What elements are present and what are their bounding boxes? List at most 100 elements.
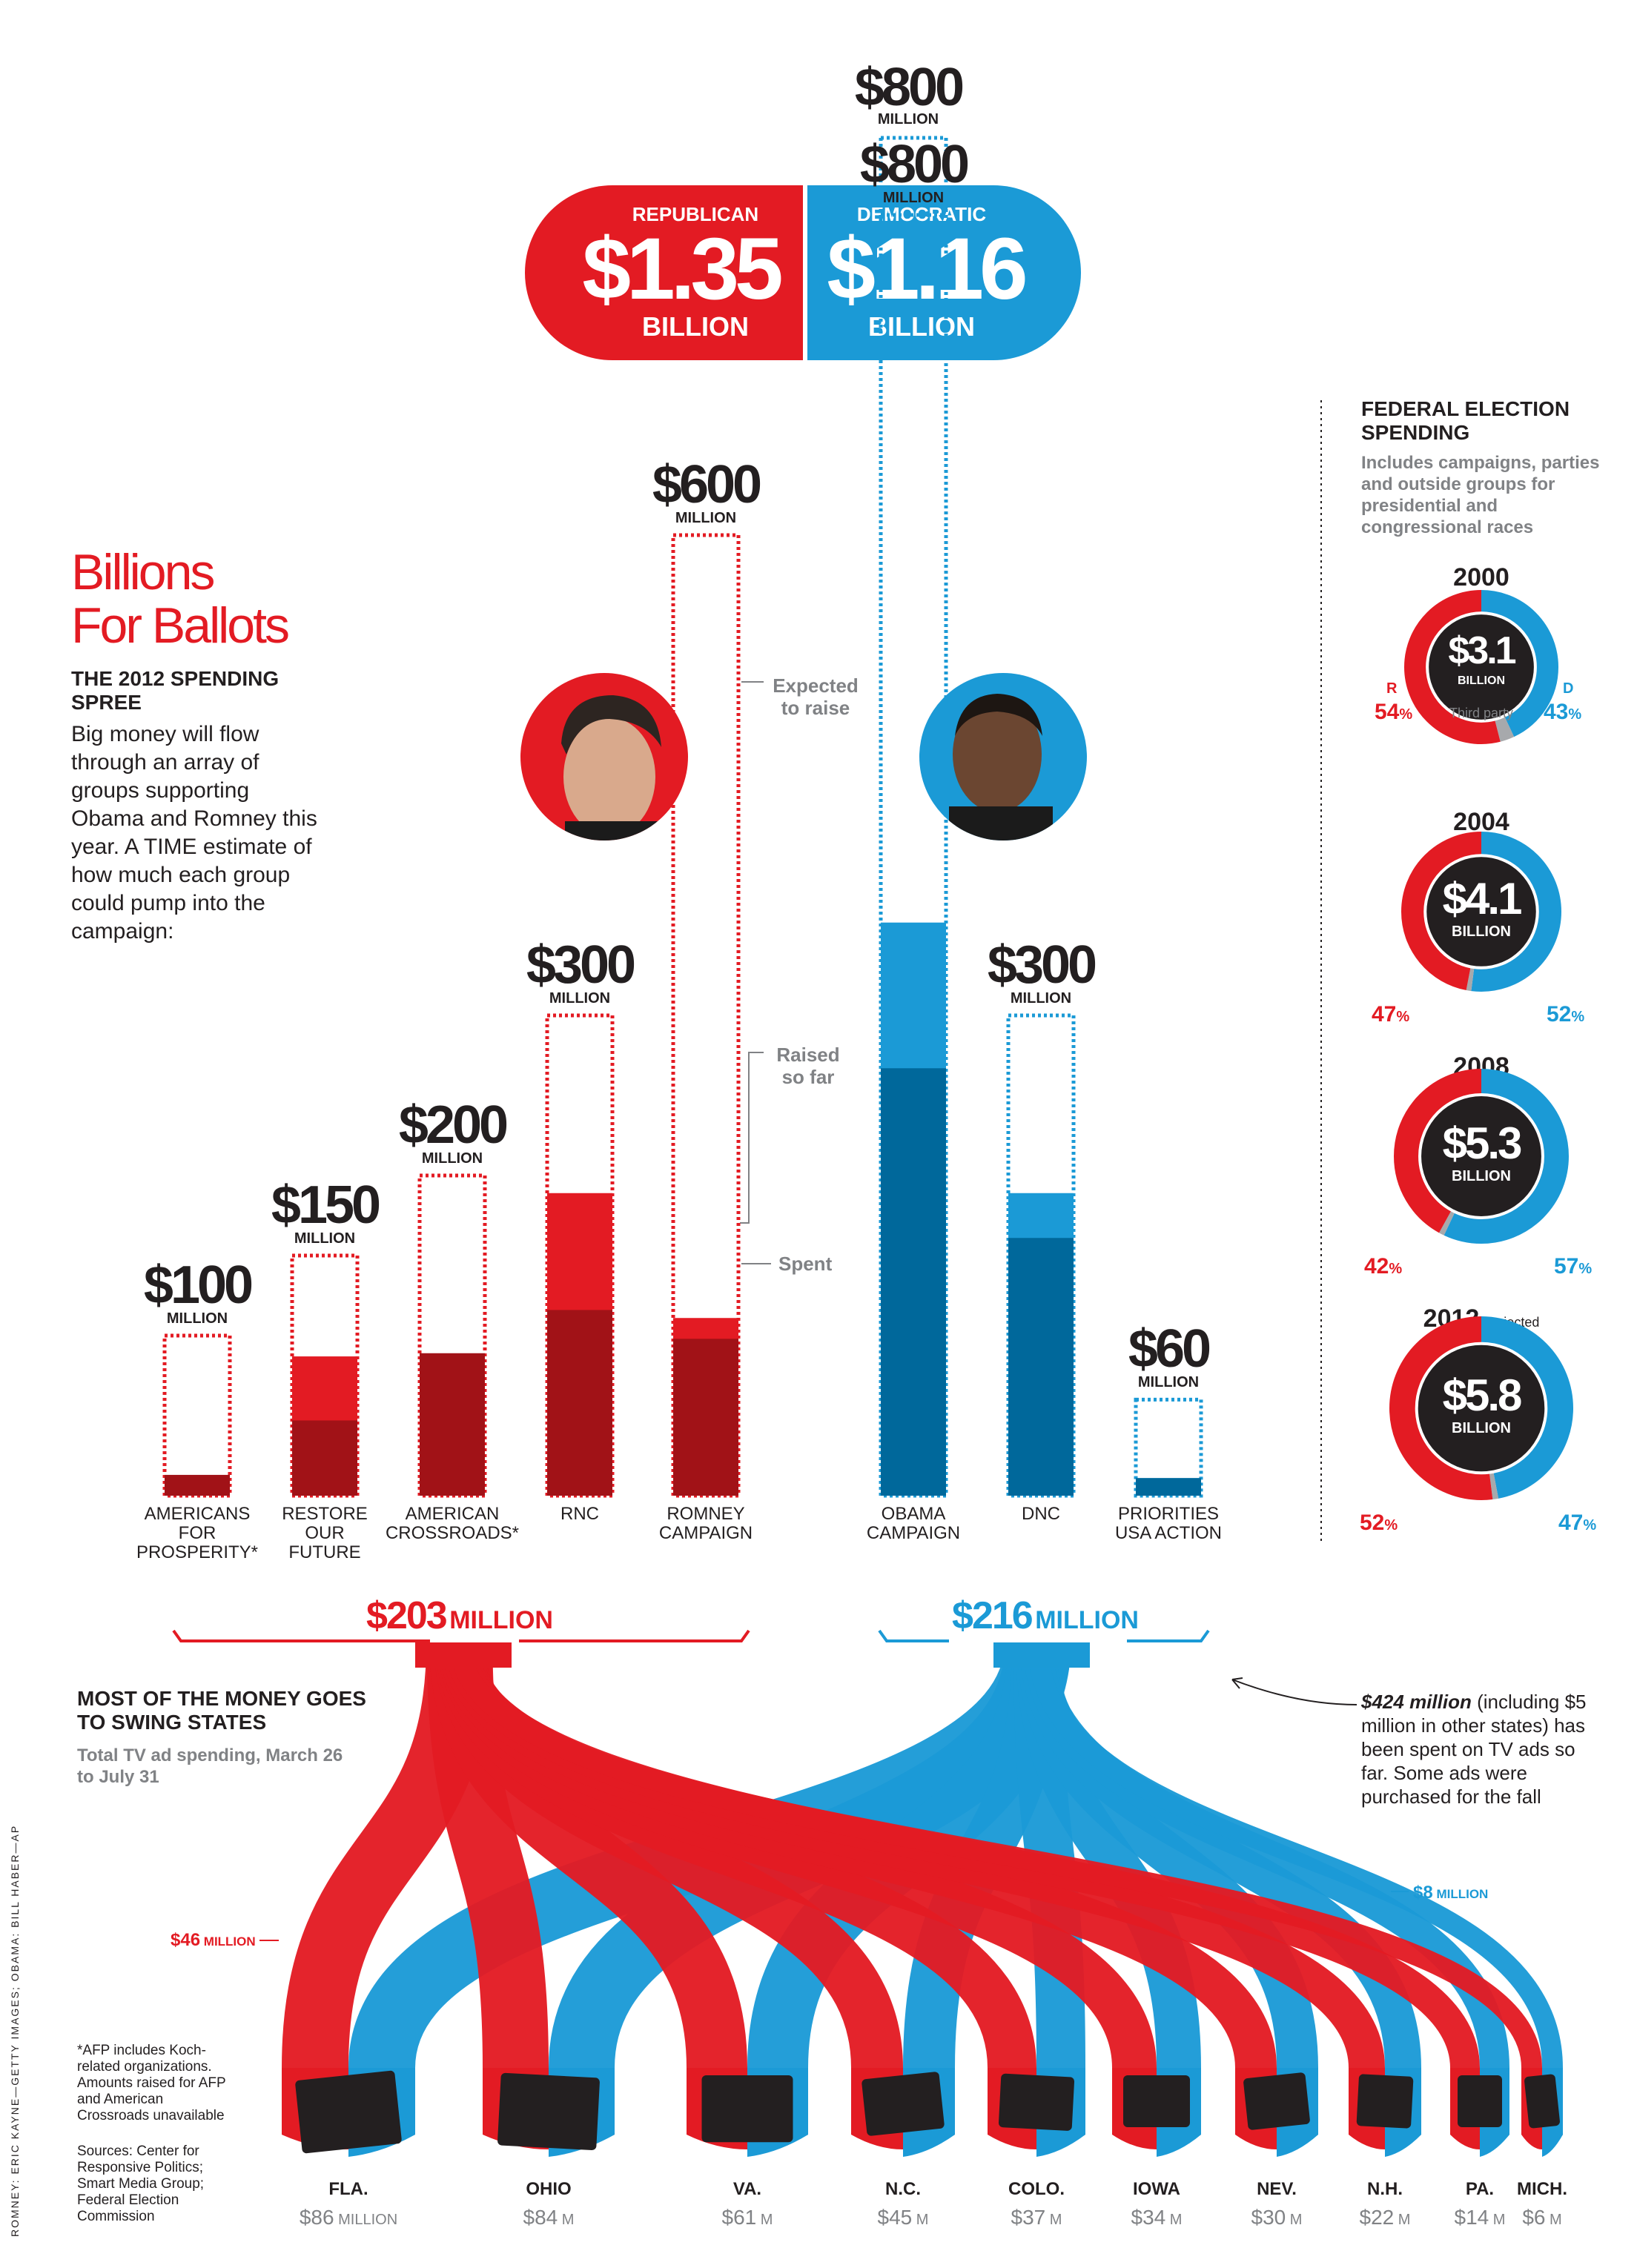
party-totals-pill: REPUBLICAN $1.35 BILLION DEMOCRATIC $1.1… [525, 185, 1081, 360]
bar-expected-amount-text-1: $150 [271, 1176, 381, 1235]
legend-connectors [740, 681, 771, 1264]
bar-category-line: RNC [560, 1504, 599, 1524]
title-line-1: Billions [71, 544, 215, 600]
swing-heading: MOST OF THE MONEY GOES TO SWING STATES [77, 1687, 366, 1734]
intro-body: Big money will flow through an array of … [71, 722, 317, 944]
state-value-5: $34 M [1075, 2206, 1238, 2229]
state-value-unit: MILLION [334, 2212, 398, 2228]
donut-segment-2 [1389, 1316, 1573, 1500]
state-silhouette-6 [1243, 2072, 1310, 2130]
state-value-amount: $86 [299, 2206, 334, 2229]
state-value-amount: $45 [877, 2206, 913, 2229]
state-value-unit: M [1165, 2212, 1183, 2228]
state-value-3: $45 M [821, 2206, 985, 2229]
flow-rep-9 [449, 1642, 1542, 2069]
bar-spent-0 [165, 1474, 230, 1496]
bar-category-1: RESTORE OUR FUTURE [243, 1505, 406, 1562]
state-name-3: N.C. [885, 2179, 921, 2199]
state-value-9: $6 M [1461, 2206, 1624, 2229]
pct-value: 43 [1544, 700, 1569, 724]
republican-label: REPUBLICAN [632, 203, 759, 225]
dem-trunk [993, 1642, 1090, 1668]
donut-third-label: Third party [1449, 706, 1514, 720]
bar-category-7: PRIORITIES USA ACTION [1087, 1505, 1250, 1543]
state-value-2: $61 M [666, 2206, 829, 2229]
state-value-7: $22 M [1303, 2206, 1466, 2229]
photo-credits: ROMNEY: ERIC KAYNE—GETTY IMAGES; OBAMA: … [9, 1824, 21, 2237]
democratic-unit: BILLION [868, 311, 975, 342]
rep-trunk [415, 1642, 512, 1668]
state-value-amount: $61 [721, 2206, 757, 2229]
state-value-unit: M [756, 2212, 773, 2228]
bar-category-line: ROMNEY [667, 1504, 745, 1524]
donut-total-1: $4.1 [1442, 874, 1523, 924]
democratic-swing-total: $216 MILLION [952, 1594, 1139, 1637]
republican-swing-total: $203 MILLION [366, 1594, 553, 1637]
state-name-0: FLA. [328, 2179, 368, 2199]
state-value-unit: M [912, 2212, 929, 2228]
bar-category-line: AMERICAN [405, 1504, 500, 1524]
page-title: Billions For Ballots [71, 544, 290, 652]
bar-category-line: PRIORITIES [1117, 1504, 1220, 1524]
pct-value: 42 [1364, 1254, 1389, 1279]
donut-segment-2 [1401, 832, 1561, 992]
bar-expected-amount-5: $800 [839, 138, 988, 191]
bar-category-line: AMERICANS [144, 1504, 251, 1524]
intro-subhead: THE 2012 SPENDING SPREE [71, 667, 280, 714]
bar-expected-amount-text-6: $300 [987, 935, 1097, 995]
bar-expected-unit-7: MILLION [1137, 1374, 1200, 1391]
state-value-unit: M [1394, 2212, 1411, 2228]
bar-expected-unit-1: MILLION [294, 1230, 356, 1247]
state-value-amount: $22 [1359, 2206, 1395, 2229]
bar-expected-amount-text-7: $60 [1128, 1319, 1211, 1379]
state-value-8: $14 M [1398, 2206, 1561, 2229]
state-value-unit: M [1489, 2212, 1506, 2228]
pct-sign: % [1583, 1517, 1597, 1533]
bar-category-0: AMERICANS FOR PROSPERITY* [116, 1505, 279, 1562]
legend-raised: Raised so far [776, 1044, 840, 1088]
bar-expected-unit-4: MILLION [675, 510, 737, 526]
fla-rep-annotation: $46 MILLION [171, 1930, 256, 1950]
bar-spent-4 [673, 1339, 738, 1496]
bar-expected-amount-text-0: $100 [143, 1256, 254, 1315]
side-divider [1320, 400, 1322, 1542]
donut-chart-3 [1389, 1316, 1573, 1500]
bar-category-4: ROMNEY CAMPAIGN [624, 1505, 787, 1543]
state-value-amount: $37 [1011, 2206, 1046, 2229]
flow-dem-9 [1028, 1642, 1563, 2069]
donut-segment-2 [1393, 1068, 1570, 1244]
donut-center [1421, 1096, 1541, 1216]
total-brackets [172, 1629, 1210, 1642]
republican-pill [525, 185, 803, 360]
pct-value: 47 [1558, 1511, 1584, 1535]
state-value-unit: M [1286, 2212, 1303, 2228]
swing-callout: $424 million (including $5 million in ot… [1361, 1691, 1587, 1808]
donut-unit-2: BILLION [1452, 1168, 1511, 1184]
pct-value: 47 [1372, 1002, 1397, 1027]
legend-expected: Expected to raise [773, 674, 859, 719]
donut-center [1426, 857, 1536, 966]
donut-r-pct-3: 52% [1360, 1511, 1419, 1536]
bar-expected-unit-0: MILLION [166, 1310, 228, 1327]
donut-year-text: 2000 [1453, 563, 1509, 591]
bar-expected-unit-6: MILLION [1010, 990, 1072, 1007]
bar-expected-unit-2: MILLION [421, 1150, 483, 1167]
bar-category-line: OBAMA [881, 1504, 946, 1524]
callout-arrow [1231, 1677, 1357, 1705]
bar-category-line: OUR [305, 1523, 345, 1543]
state-value-6: $30 M [1195, 2206, 1358, 2229]
bar-spent-7 [1136, 1478, 1201, 1496]
pct-sign: % [1389, 1261, 1403, 1277]
state-value-4: $37 M [955, 2206, 1118, 2229]
bar-spent-1 [292, 1420, 357, 1496]
pct-sign: % [1568, 706, 1582, 723]
donut-r-pct-0: 54% [1375, 700, 1434, 725]
bar-category-line: USA ACTION [1114, 1523, 1223, 1543]
bar-category-line: PROSPERITY* [136, 1542, 259, 1562]
bar-expected-unit-3: MILLION [549, 990, 611, 1007]
romney-portrait [520, 673, 688, 840]
bar-expected-amount-text-3: $300 [526, 935, 636, 995]
bar-expected-7 [1134, 1397, 1203, 1498]
